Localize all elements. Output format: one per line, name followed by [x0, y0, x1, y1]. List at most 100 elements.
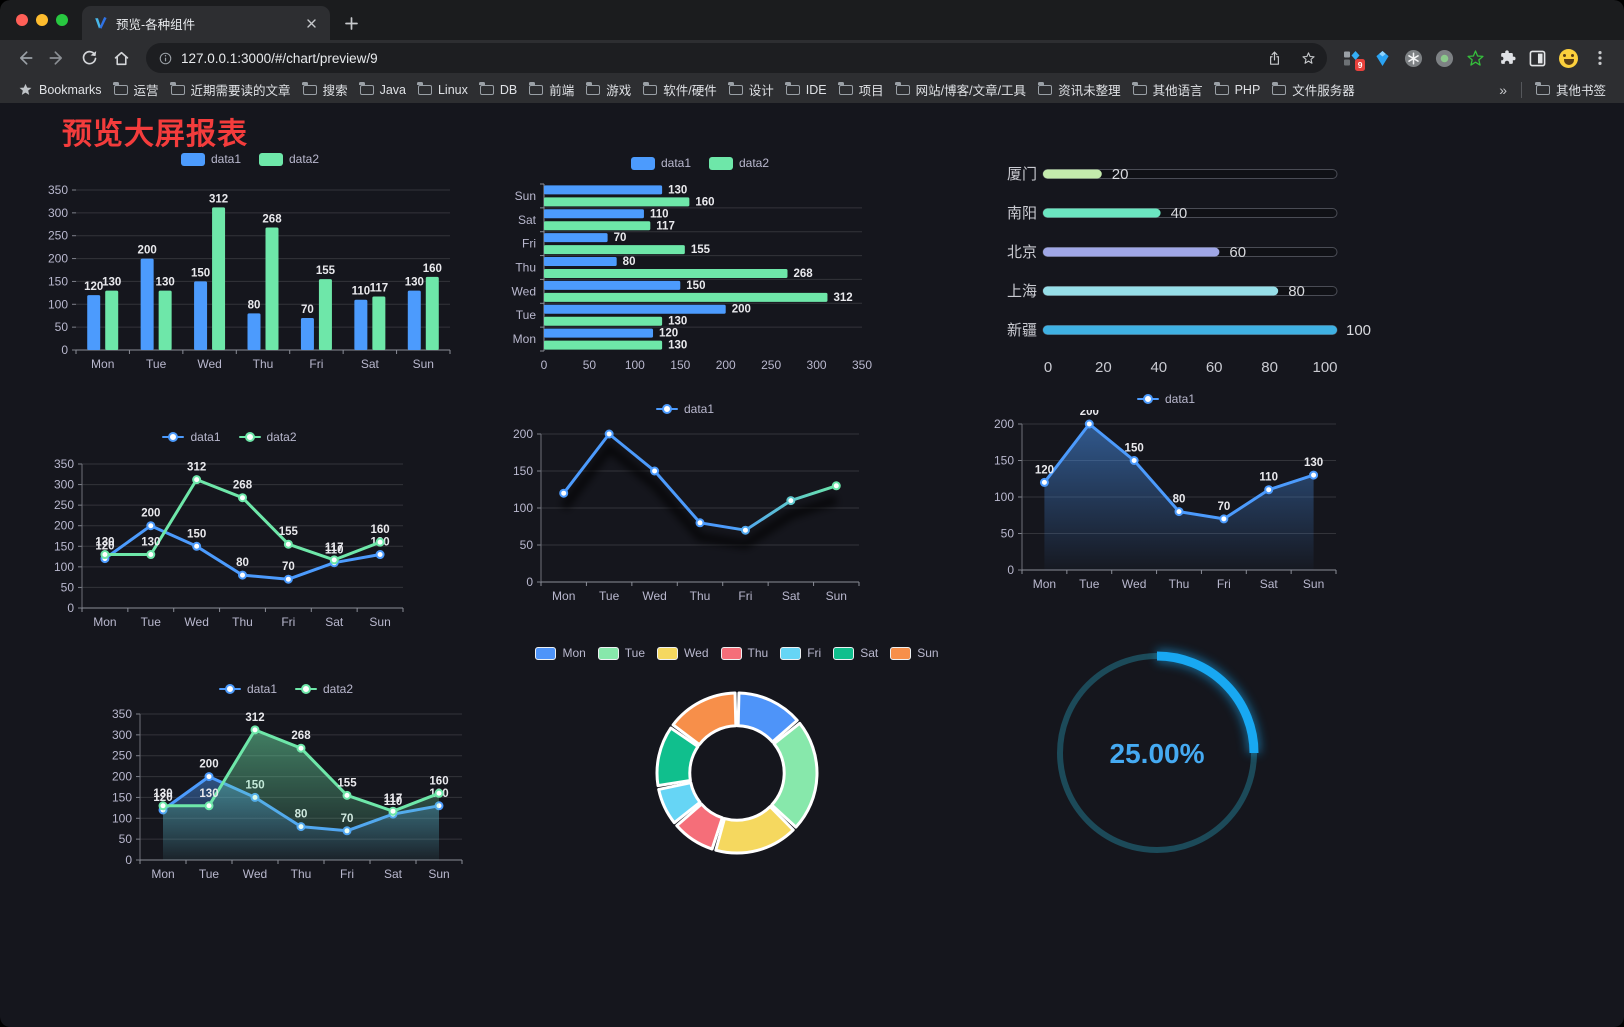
legend-item-data2[interactable]: data2 — [238, 430, 297, 444]
chart-gauge[interactable]: 25.00% — [1036, 633, 1278, 878]
extensions-puzzle-icon[interactable] — [1492, 44, 1521, 73]
legend-label: data1 — [190, 430, 221, 444]
bookmark-folder-item[interactable]: 资讯未整理 — [1032, 78, 1127, 101]
svg-text:Mon: Mon — [151, 867, 174, 881]
bookmark-folder-item[interactable]: Linux — [412, 81, 474, 99]
back-button[interactable] — [10, 43, 40, 73]
forward-button[interactable] — [42, 43, 72, 73]
svg-text:150: 150 — [686, 280, 705, 292]
new-tab-button[interactable] — [340, 12, 362, 34]
extension-circle-dot-icon[interactable] — [1430, 44, 1459, 73]
site-info-icon[interactable] — [158, 51, 173, 66]
svg-text:130: 130 — [668, 340, 687, 352]
address-bar[interactable]: 127.0.0.1:3000/#/chart/preview/9 — [146, 43, 1327, 73]
bookmark-folder-item[interactable]: 近期需要读的文章 — [165, 78, 297, 101]
legend-item-Sun[interactable]: Sun — [890, 646, 939, 660]
svg-text:50: 50 — [1001, 527, 1015, 541]
bookmark-star-icon[interactable] — [1295, 45, 1321, 71]
svg-text:50: 50 — [520, 538, 534, 552]
svg-text:120: 120 — [153, 792, 172, 804]
chart-area-two-series[interactable]: data1 data2 0 50 100 150 200 250 300 350 Mon Tue Wed… — [98, 678, 474, 890]
svg-text:117: 117 — [656, 220, 675, 232]
legend-item-data1[interactable]: data1 — [162, 430, 221, 444]
svg-text:Sun: Sun — [428, 867, 449, 881]
legend-item-data1[interactable]: data1 — [630, 156, 691, 170]
folder-icon — [728, 82, 743, 95]
chart-line-two-series[interactable]: data1 data2 0 50 100 150 200 250 300 350 Mon Tue Wed… — [42, 426, 417, 638]
bookmark-folder-item[interactable]: 设计 — [723, 78, 780, 101]
extension-blocker-icon[interactable]: 9 — [1337, 44, 1366, 73]
share-icon[interactable] — [1261, 45, 1287, 71]
home-button[interactable] — [106, 43, 136, 73]
svg-text:150: 150 — [54, 539, 74, 553]
bookmark-folder-item[interactable]: 运营 — [108, 78, 165, 101]
bookmark-folder-item[interactable]: Java — [354, 81, 412, 99]
bookmarks-label: Bookmarks — [39, 82, 102, 97]
reading-mode-icon[interactable] — [1523, 44, 1552, 73]
chart-capsule-bars[interactable]: 厦门 20 南阳 40 北京 60 上海 80 新疆 100 0 20 40 60 80 100 — [993, 150, 1389, 382]
folder-icon — [170, 82, 185, 95]
bookmark-folder-item[interactable]: 游戏 — [580, 78, 637, 101]
bookmarks-manager[interactable]: Bookmarks — [12, 80, 108, 99]
svg-text:40: 40 — [1171, 205, 1188, 222]
legend-label: Mon — [562, 646, 586, 660]
legend-item-data2[interactable]: data2 — [295, 682, 353, 696]
window-minimize-button[interactable] — [36, 14, 48, 26]
bookmark-folder-item[interactable]: IDE — [780, 81, 833, 99]
bookmark-folder-item[interactable]: PHP — [1209, 81, 1267, 99]
svg-text:40: 40 — [1150, 359, 1167, 376]
legend-item-Wed[interactable]: Wed — [657, 646, 709, 660]
url-text[interactable]: 127.0.0.1:3000/#/chart/preview/9 — [181, 50, 378, 66]
tab-close-icon[interactable] — [300, 12, 322, 34]
legend-item-data1[interactable]: data1 — [218, 682, 277, 696]
chart-grouped-bar[interactable]: data1 data2 0 50 100 150 200 250 300 350 Mon Tue Wed… — [38, 148, 462, 380]
legend-item-data1[interactable]: data1 — [1136, 392, 1196, 406]
tab-strip: 预览-各种组件 — [0, 0, 1624, 40]
svg-text:117: 117 — [325, 542, 344, 554]
legend-item-Mon[interactable]: Mon — [535, 646, 586, 660]
other-bookmarks[interactable]: 其他书签 — [1530, 78, 1612, 101]
svg-text:150: 150 — [187, 528, 206, 540]
legend-item-data1[interactable]: data1 — [655, 402, 715, 416]
legend-item-Tue[interactable]: Tue — [597, 646, 645, 660]
svg-text:130: 130 — [102, 277, 121, 289]
browser-menu-icon[interactable] — [1585, 44, 1614, 73]
bookmark-folder-item[interactable]: 搜索 — [297, 78, 354, 101]
bookmark-label: 网站/博客/文章/工具 — [915, 84, 1027, 98]
emoji-extension-icon[interactable] — [1554, 44, 1583, 73]
browser-tab[interactable]: 预览-各种组件 — [82, 6, 330, 40]
bookmark-folder-item[interactable]: 网站/博客/文章/工具 — [890, 78, 1032, 101]
legend-item-Fri[interactable]: Fri — [780, 646, 821, 660]
legend-item-data1[interactable]: data1 — [180, 152, 241, 166]
reload-button[interactable] — [74, 43, 104, 73]
chart-donut-pie[interactable]: Mon Tue Wed Thu Fri Sat Sun — [535, 640, 939, 892]
chart-horizontal-bar[interactable]: data1 data2 Sun 130 160 Sat 110 117 Fri 70 155 Thu 8… — [500, 152, 900, 377]
legend-label: data1 — [210, 152, 241, 166]
svg-text:Wed: Wed — [1122, 577, 1146, 591]
legend-item-data2[interactable]: data2 — [259, 152, 319, 166]
extension-circle-asterisk-icon[interactable] — [1399, 44, 1428, 73]
extension-gem-icon[interactable] — [1368, 44, 1397, 73]
chart-line-gradient[interactable]: data1 0 50 100 150 200 Mon Tue Wed Thu Fri Sat Sun — [495, 398, 875, 610]
svg-text:200: 200 — [716, 358, 736, 372]
bookmarks-overflow-chevron[interactable]: » — [1499, 81, 1507, 98]
legend-label: data1 — [683, 402, 715, 416]
bookmark-folder-item[interactable]: 软件/硬件 — [637, 78, 722, 101]
legend-item-Sat[interactable]: Sat — [833, 646, 878, 660]
bookmark-label: DB — [499, 82, 518, 97]
extension-green-star-icon[interactable] — [1461, 44, 1490, 73]
bookmark-label: 搜索 — [322, 84, 348, 98]
window-close-button[interactable] — [16, 14, 28, 26]
bookmark-label: Java — [379, 82, 406, 97]
bookmark-folder-item[interactable]: 前端 — [523, 78, 580, 101]
bookmark-folder-item[interactable]: 文件服务器 — [1266, 78, 1361, 101]
bookmark-folder-item[interactable]: 其他语言 — [1127, 78, 1209, 101]
legend-item-data2[interactable]: data2 — [709, 156, 769, 170]
legend-label: data1 — [1164, 392, 1196, 406]
window-zoom-button[interactable] — [56, 14, 68, 26]
bookmark-folder-item[interactable]: DB — [474, 81, 523, 99]
bookmark-folder-item[interactable]: 项目 — [833, 78, 890, 101]
legend-item-Thu[interactable]: Thu — [720, 646, 768, 660]
chart-area-single[interactable]: data1 0 50 100 150 200 Mon Tue Wed Thu Fri Sat Sun 12… — [980, 388, 1352, 598]
svg-text:100: 100 — [112, 811, 132, 825]
